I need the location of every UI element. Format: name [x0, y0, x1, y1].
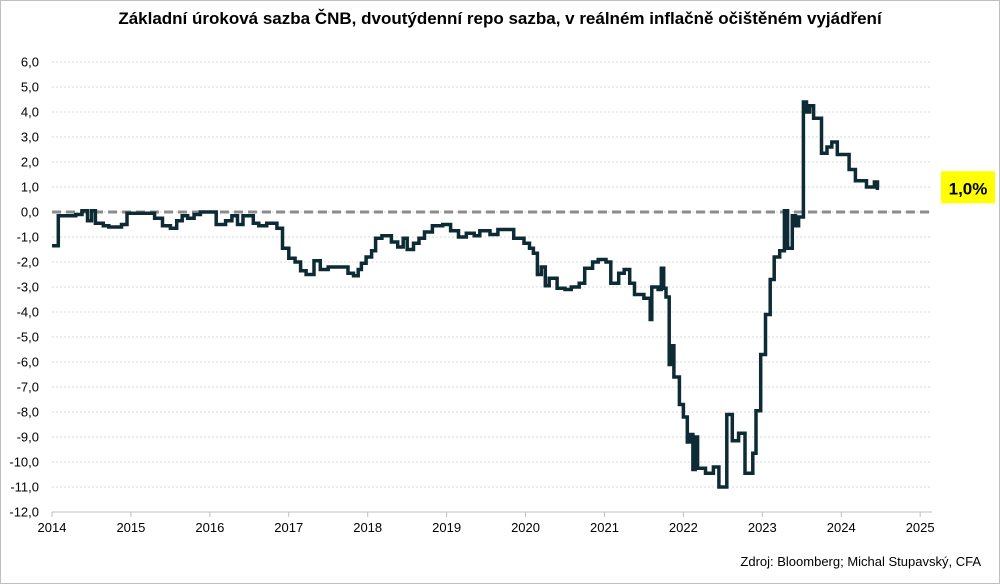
x-tick-label: 2018 — [353, 520, 382, 535]
y-tick-label: -5,0 — [17, 330, 39, 345]
x-tick-label: 2017 — [274, 520, 303, 535]
y-tick-label: 2,0 — [21, 155, 39, 170]
x-tick-label: 2020 — [511, 520, 540, 535]
y-tick-label: -2,0 — [17, 255, 39, 270]
y-tick-label: -6,0 — [17, 355, 39, 370]
y-tick-label: -10,0 — [9, 455, 39, 470]
y-tick-label: -9,0 — [17, 430, 39, 445]
x-tick-label: 2022 — [669, 520, 698, 535]
y-tick-label: 1,0 — [21, 180, 39, 195]
x-tick-label: 2021 — [590, 520, 619, 535]
y-tick-label: 5,0 — [21, 80, 39, 95]
x-tick-label: 2016 — [195, 520, 224, 535]
y-tick-label: -11,0 — [10, 480, 39, 495]
y-tick-label: -8,0 — [17, 405, 39, 420]
source-note: Zdroj: Bloomberg; Michal Stupavský, CFA — [740, 554, 981, 569]
y-tick-label: -3,0 — [17, 280, 39, 295]
x-tick-label: 2024 — [827, 520, 856, 535]
y-tick-label: -4,0 — [17, 305, 39, 320]
end-value-label-background — [941, 171, 995, 204]
y-tick-label: -1,0 — [17, 230, 39, 245]
y-tick-label: 0,0 — [21, 205, 39, 220]
y-tick-label: -12,0 — [9, 505, 39, 520]
y-tick-label: 6,0 — [21, 55, 39, 70]
y-tick-label: -7,0 — [17, 380, 39, 395]
y-tick-label: 4,0 — [21, 105, 39, 120]
y-axis: -12,0 -11,0 -10,0 -9,0 -8,0 -7,0 -6,0 -5,0 -4,0 -… — [9, 55, 39, 520]
x-tick-label: 2023 — [748, 520, 777, 535]
x-axis: 2014 2015 2016 2017 2018 2019 2020 2021 2022 2023… — [38, 511, 935, 535]
x-tick-label: 2015 — [116, 520, 145, 535]
x-tick-label: 2019 — [432, 520, 461, 535]
x-tick-label: 2025 — [906, 520, 935, 535]
x-tick-label: 2014 — [38, 520, 67, 535]
end-value-label: 1,0% — [949, 179, 988, 198]
chart-title: Základní úroková sazba ČNB, dvoutýdenní … — [118, 9, 882, 28]
y-tick-label: 3,0 — [21, 130, 39, 145]
gridlines — [52, 61, 932, 513]
real-repo-rate-line — [52, 100, 880, 489]
